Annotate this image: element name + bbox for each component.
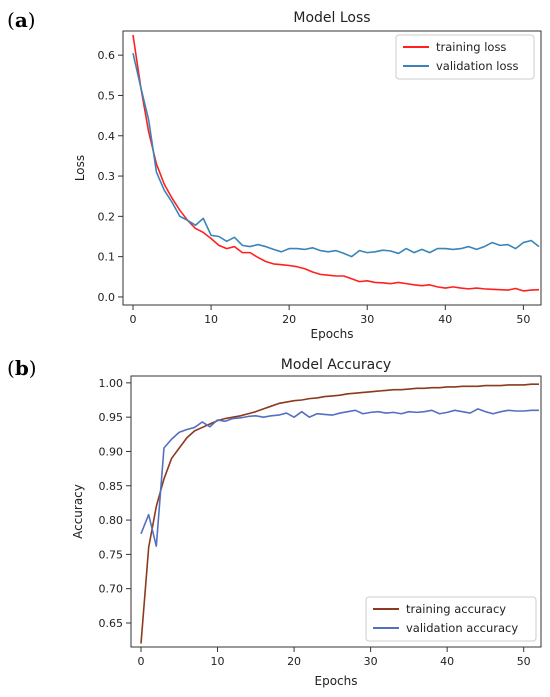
plot-frame [130,375,542,648]
x-tick-label: 0 [138,655,145,668]
x-tick-label: 30 [360,313,374,326]
y-tick-label: 0.75 [99,548,124,561]
y-tick-label: 0.6 [98,49,116,62]
x-tick-label: 20 [287,655,301,668]
panel-letter: a [14,8,28,32]
series-line-1 [132,52,540,258]
chart-title: Model Accuracy [281,357,391,373]
series-line-1 [140,408,539,547]
legend-entry: training accuracy [406,602,506,616]
y-tick-label: 0.65 [99,617,124,630]
legend-entry: training loss [436,40,506,54]
y-axis-label: Loss [73,155,87,181]
y-axis-label: Accuracy [71,484,85,539]
x-tick-label: 50 [516,313,530,326]
y-tick-label: 0.4 [98,130,116,143]
chart-1: Model Accuracy Epochs Accuracy 0 10 20 30 40 50 0… [71,357,542,688]
panel-letter: b [14,356,29,380]
y-tick-label: 0.85 [99,480,124,493]
y-tick-label: 0.2 [98,210,116,223]
y-tick-label: 0.95 [99,411,124,424]
y-tick-label: 1.00 [99,377,124,390]
chart-title: Model Loss [293,10,370,26]
plot-frame [122,30,542,306]
y-tick-label: 0.90 [99,445,124,458]
x-tick-label: 0 [130,313,137,326]
y-tick-label: 0.1 [98,251,116,264]
y-tick-label: 0.5 [98,89,116,102]
x-tick-label: 10 [211,655,225,668]
x-axis-label: Epochs [311,327,354,341]
x-tick-label: 30 [364,655,378,668]
x-tick-label: 40 [440,655,454,668]
y-tick-label: 0.80 [99,514,124,527]
panel-label-a: (a) [7,8,36,32]
x-tick-label: 10 [204,313,218,326]
x-axis-label: Epochs [315,674,358,688]
x-tick-label: 20 [282,313,296,326]
y-tick-label: 0.0 [98,291,116,304]
legend-entry: validation loss [436,59,519,73]
chart-0: Model Loss Epochs Loss 0 10 20 30 40 50 0.0 0.1 0.2… [73,10,542,341]
series-line-0 [132,34,540,292]
x-tick-label: 50 [517,655,531,668]
legend-entry: validation accuracy [406,621,518,635]
panel-label-b: (b) [7,356,37,380]
x-tick-label: 40 [438,313,452,326]
y-tick-label: 0.3 [98,170,116,183]
legend-box [395,34,535,80]
legend-box [365,596,537,642]
y-tick-label: 0.70 [99,583,124,596]
